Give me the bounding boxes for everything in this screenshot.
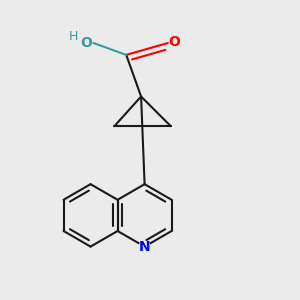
Text: H: H — [69, 30, 78, 43]
Text: O: O — [168, 34, 180, 49]
Circle shape — [139, 241, 150, 252]
Text: O: O — [80, 36, 92, 50]
Text: N: N — [139, 240, 150, 254]
